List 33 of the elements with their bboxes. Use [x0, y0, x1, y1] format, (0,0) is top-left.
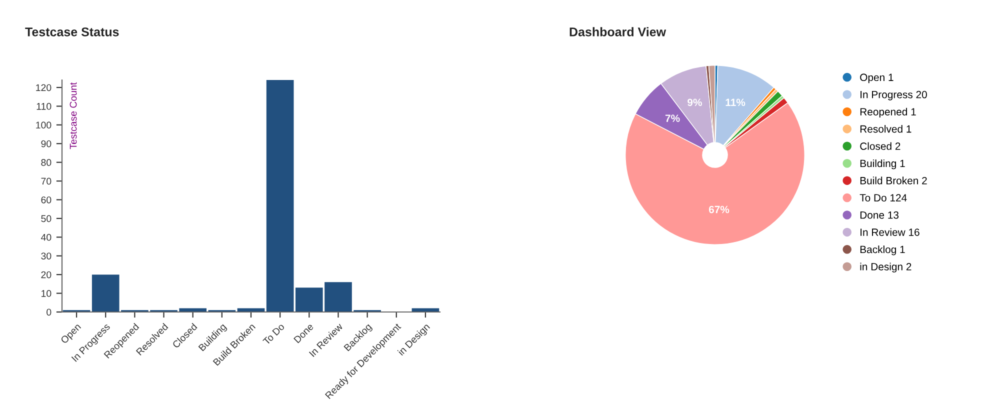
chart-title: Dashboard View [570, 27, 666, 36]
legend-label: Backlog 1 [860, 246, 905, 256]
legend-label: Building 1 [860, 159, 905, 170]
legend-label: Done 13 [860, 211, 899, 219]
y-tick-label: 90 [41, 140, 52, 148]
legend-label: Reopened 1 [860, 108, 916, 118]
legend-label: In Review 16 [860, 228, 920, 236]
y-tick-label: 120 [36, 84, 52, 92]
chart-title: Testcase Status [25, 28, 119, 36]
y-tick-label: 70 [41, 178, 52, 185]
legend-label: Resolved 1 [860, 125, 912, 133]
legend-label: Closed 2 [860, 142, 900, 150]
y-tick-label: 40 [40, 234, 52, 241]
y-tick-label: 80 [41, 159, 52, 166]
data-label: 9% [688, 98, 702, 106]
y-tick-label: 20 [41, 271, 52, 278]
y-tick-label: 110 [36, 102, 52, 110]
y-tick-label: 60 [41, 196, 52, 204]
x-tick-label: To Do [262, 322, 285, 346]
y-tick-label: 0 [46, 308, 52, 316]
y-axis-title: Testcase Count [70, 82, 77, 150]
legend-label: Open 1 [860, 74, 894, 84]
y-tick-label: 100 [36, 122, 52, 129]
data-label: 67% [708, 206, 730, 214]
legend-label: in Design 2 [860, 262, 912, 272]
y-tick-label: 10 [42, 290, 52, 297]
data-label: 7% [665, 114, 680, 122]
legend-label: To Do 124 [860, 194, 907, 202]
y-tick-label: 30 [41, 252, 52, 260]
y-tick-label: 50 [41, 215, 52, 222]
legend-label: Build Broken 2 [860, 176, 927, 184]
data-label: 11% [726, 98, 746, 106]
legend-label: In Progress 20 [860, 90, 927, 100]
